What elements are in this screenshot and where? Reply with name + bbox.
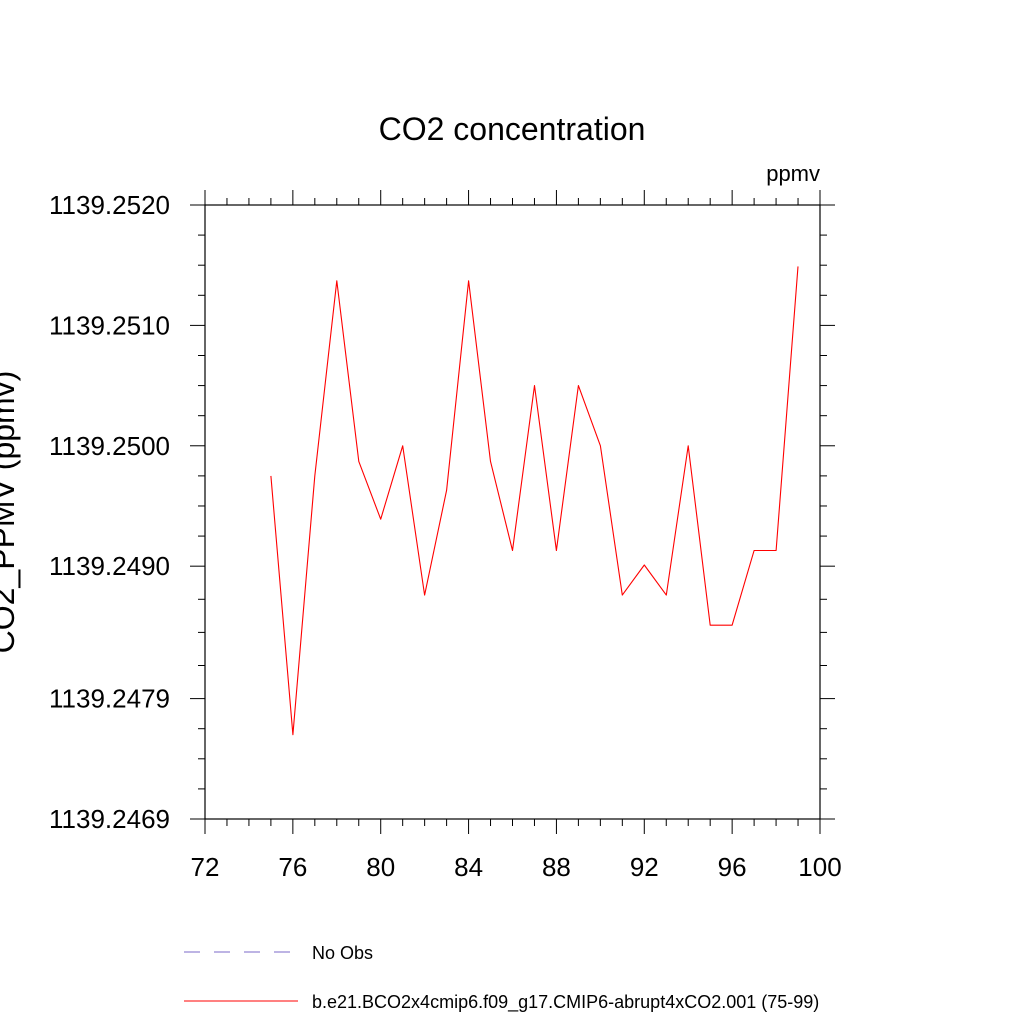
x-tick-label: 80 (366, 852, 395, 882)
x-tick-label: 76 (278, 852, 307, 882)
x-tick-label: 72 (191, 852, 220, 882)
plot-frame (204, 204, 821, 820)
axis-ticks (190, 190, 835, 834)
x-tick-label: 88 (542, 852, 571, 882)
x-tick-label: 100 (798, 852, 841, 882)
y-axis-label: CO2_PPMV (ppmv) (0, 371, 21, 654)
y-tick-labels: 1139.2469 1139.2479 1139.2490 1139.2500 1139… (49, 190, 170, 834)
y-tick-label: 1139.2500 (49, 431, 170, 461)
x-tick-label: 96 (718, 852, 747, 882)
x-tick-label: 84 (454, 852, 483, 882)
y-tick-label: 1139.2520 (49, 190, 170, 220)
legend-label: No Obs (312, 943, 373, 963)
legend: No Obs b.e21.BCO2x4cmip6.f09_g17.CMIP6-ab… (184, 943, 819, 1013)
y-tick-label: 1139.2469 (49, 804, 170, 834)
legend-label: b.e21.BCO2x4cmip6.f09_g17.CMIP6-abrupt4x… (312, 992, 819, 1013)
series-group (270, 266, 799, 736)
x-tick-label: 92 (630, 852, 659, 882)
series-line (270, 266, 799, 736)
y-tick-label: 1139.2490 (49, 551, 170, 581)
chart-title: CO2 concentration (379, 111, 646, 147)
x-tick-labels: 72 76 80 84 88 92 96 100 (191, 852, 842, 882)
units-label: ppmv (766, 161, 820, 186)
y-tick-label: 1139.2479 (49, 684, 170, 714)
y-tick-label: 1139.2510 (49, 310, 170, 340)
